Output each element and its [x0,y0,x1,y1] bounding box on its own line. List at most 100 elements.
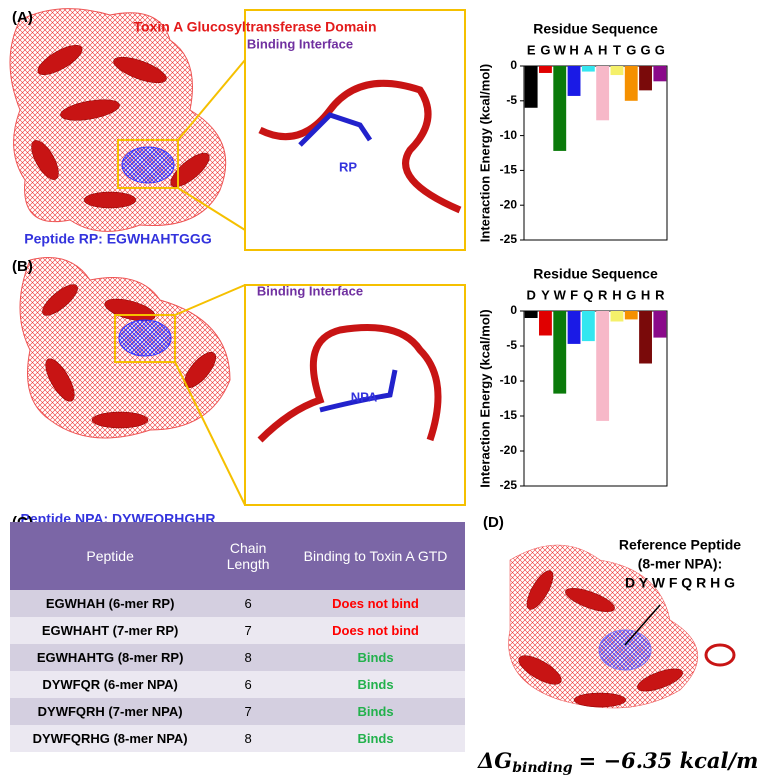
peptide-tag: RP [339,159,357,174]
table-cell: Binds [286,698,465,725]
x-tick-label: H [598,42,607,57]
x-tick-label: G [540,42,550,57]
x-tick-label: H [641,287,650,302]
table-cell: DYWFQRH (7-mer NPA) [10,698,211,725]
table-cell: Does not bind [286,617,465,644]
table-row: DYWFQRH (7-mer NPA) 7 Binds [10,698,465,725]
ref-title: (8-mer NPA): [638,556,723,572]
table-cell: Binds [286,644,465,671]
ref-title: Reference Peptide [619,537,741,553]
y-tick-label: -5 [506,93,517,107]
x-tick-label: G [626,287,636,302]
bar [539,66,552,73]
y-tick-label: -20 [500,197,518,211]
dg-value: = −6.35 kcal/mol [579,748,759,773]
y-axis-label: Interaction Energy (kcal/mol) [477,309,492,487]
bar [524,311,538,318]
bar [553,66,567,151]
chart-title: Residue Sequence [533,21,658,37]
y-tick-label: -10 [500,128,518,142]
y-tick-label: 0 [510,303,517,317]
x-tick-label: T [613,42,621,57]
x-tick-label: G [640,42,650,57]
x-tick-label: H [612,287,621,302]
zoom-title: Binding Interface [247,36,353,51]
panel-label: (D) [483,514,504,531]
table-cell: EGWHAH (6-mer RP) [10,590,211,617]
x-tick-label: Q [583,287,593,302]
x-tick-label: E [527,42,536,57]
bar [553,311,567,394]
protein-b [19,257,466,506]
y-tick-label: 0 [510,58,517,72]
chart-title: Residue Sequence [533,266,658,282]
table-cell: EGWHAHTG (8-mer RP) [10,644,211,671]
y-tick-label: -25 [500,232,518,246]
panel-label: (A) [12,9,33,26]
bar [653,311,667,338]
table-row: EGWHAHT (7-mer RP) 7 Does not bind [10,617,465,644]
bar [624,66,638,101]
bar [610,66,624,76]
ref-sequence: D Y W F Q R H G [625,575,735,591]
protein-d [508,544,736,709]
header-cell: Peptide [10,522,211,590]
y-tick-label: -15 [500,408,518,422]
header-cell: Binding to Toxin A GTD [286,522,465,590]
bar [639,66,652,91]
bar [653,66,667,82]
x-tick-label: G [626,42,636,57]
dg-symbol: ΔG [477,748,512,773]
table-row: EGWHAH (6-mer RP) 6 Does not bind [10,590,465,617]
table-cell: EGWHAHT (7-mer RP) [10,617,211,644]
bar [581,66,595,72]
header-cell: Chain Length [210,522,287,590]
table-cell: Does not bind [286,590,465,617]
table-cell: 8 [210,644,287,671]
table-row: DYWFQRHG (8-mer NPA) 8 Binds [10,725,465,752]
y-tick-label: -15 [500,163,518,177]
bar [596,311,610,421]
peptide-table: Peptide Chain Length Binding to Toxin A GT… [10,522,465,752]
table-row: EGWHAHTG (8-mer RP) 8 Binds [10,644,465,671]
x-tick-label: D [526,287,535,302]
protein-a [9,8,466,251]
x-tick-label: Y [541,287,550,302]
zoom-title: Binding Interface [257,283,363,298]
x-tick-label: H [569,42,578,57]
bar [539,311,552,336]
x-tick-label: F [570,287,578,302]
table-cell: DYWFQRHG (8-mer NPA) [10,725,211,752]
bar [581,311,595,342]
table-cell: Binds [286,671,465,698]
table-row: DYWFQR (6-mer NPA) 6 Binds [10,671,465,698]
bar [639,311,652,364]
panel-label: (B) [12,258,33,275]
table-cell: DYWFQR (6-mer NPA) [10,671,211,698]
table-cell: Binds [286,725,465,752]
bar [567,311,581,344]
y-tick-label: -10 [500,373,518,387]
x-tick-label: G [655,42,665,57]
plot-frame [523,65,668,241]
table-cell: 7 [210,698,287,725]
bar [596,66,610,121]
header-row: Peptide Chain Length Binding to Toxin A GT… [10,522,465,590]
x-tick-label: W [554,287,567,302]
table-cell: 6 [210,671,287,698]
bar [624,311,638,320]
table-cell: 6 [210,590,287,617]
y-tick-label: -5 [506,338,517,352]
dg-sub: binding [512,760,573,776]
table-cell: 7 [210,617,287,644]
y-tick-label: -25 [500,478,518,492]
x-tick-label: R [598,287,608,302]
peptide-caption: Peptide RP: EGWHAHTGGG [24,231,212,247]
bar [567,66,581,96]
y-tick-label: -20 [500,443,518,457]
x-tick-label: W [554,42,567,57]
panel-title: Toxin A Glucosyltransferase Domain [134,19,377,35]
dg-formula: ΔGbinding = −6.35 kcal/mol [477,748,759,777]
